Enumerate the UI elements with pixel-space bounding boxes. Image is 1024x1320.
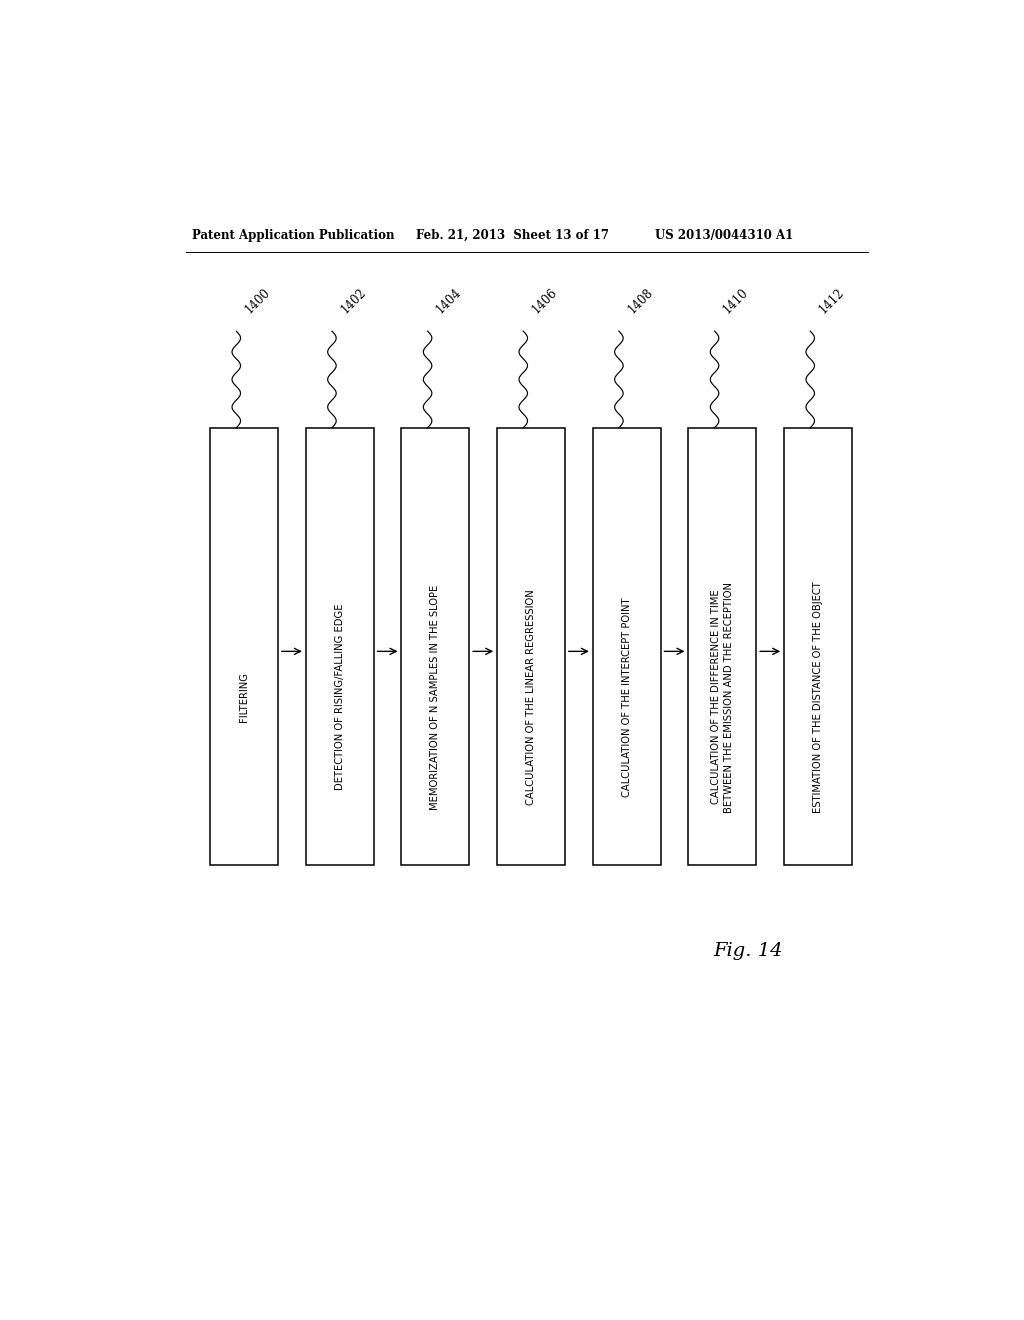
Bar bbox=[783, 428, 852, 865]
Text: Patent Application Publication: Patent Application Publication bbox=[191, 230, 394, 242]
Text: FILTERING: FILTERING bbox=[239, 672, 249, 722]
Bar bbox=[497, 428, 565, 865]
Text: Fig. 14: Fig. 14 bbox=[713, 942, 782, 960]
Text: CALCULATION OF THE INTERCEPT POINT: CALCULATION OF THE INTERCEPT POINT bbox=[622, 598, 632, 797]
Text: MEMORIZATION OF N SAMPLES IN THE SLOPE: MEMORIZATION OF N SAMPLES IN THE SLOPE bbox=[430, 585, 440, 809]
Bar bbox=[210, 428, 279, 865]
Bar bbox=[688, 428, 757, 865]
Text: 1412: 1412 bbox=[816, 286, 847, 315]
Text: 1402: 1402 bbox=[338, 285, 369, 315]
Text: 1410: 1410 bbox=[721, 285, 751, 315]
Text: ESTIMATION OF THE DISTANCE OF THE OBJECT: ESTIMATION OF THE DISTANCE OF THE OBJECT bbox=[813, 581, 823, 813]
Text: 1404: 1404 bbox=[434, 285, 464, 315]
Text: 1406: 1406 bbox=[529, 285, 560, 315]
Text: DETECTION OF RISING/FALLING EDGE: DETECTION OF RISING/FALLING EDGE bbox=[335, 603, 345, 791]
Text: 1408: 1408 bbox=[625, 285, 655, 315]
Text: CALCULATION OF THE DIFFERENCE IN TIME
BETWEEN THE EMISSION AND THE RECEPTION: CALCULATION OF THE DIFFERENCE IN TIME BE… bbox=[711, 582, 733, 813]
Bar bbox=[593, 428, 660, 865]
Text: CALCULATION OF THE LINEAR REGRESSION: CALCULATION OF THE LINEAR REGRESSION bbox=[526, 589, 536, 805]
Bar bbox=[401, 428, 469, 865]
Text: US 2013/0044310 A1: US 2013/0044310 A1 bbox=[655, 230, 794, 242]
Bar bbox=[305, 428, 374, 865]
Text: 1400: 1400 bbox=[243, 285, 272, 315]
Text: Feb. 21, 2013  Sheet 13 of 17: Feb. 21, 2013 Sheet 13 of 17 bbox=[417, 230, 609, 242]
